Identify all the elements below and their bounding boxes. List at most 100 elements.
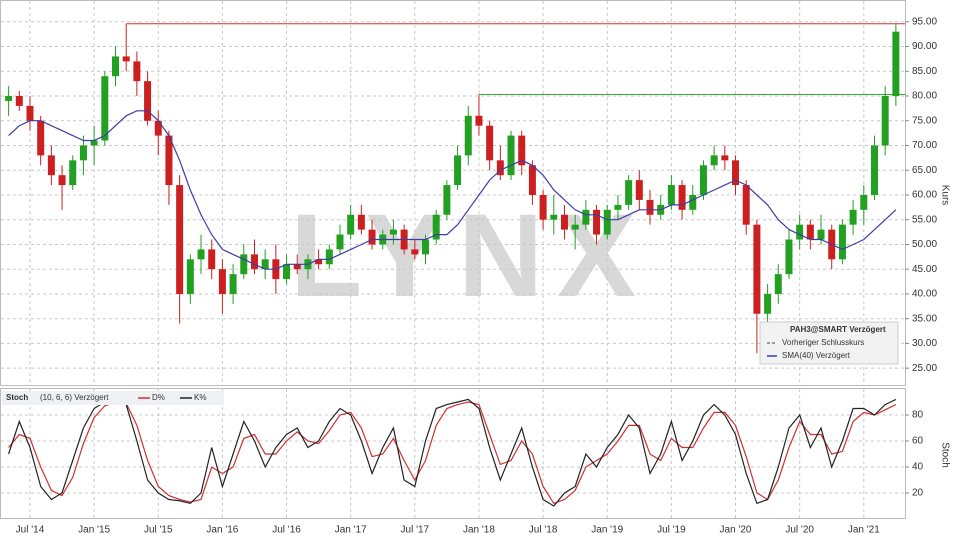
y-tick-label: 40.00 [912,289,937,300]
candle-body [218,269,226,294]
stoch-line [8,398,897,507]
y-tick-label: 20 [912,488,924,499]
candle-body [336,234,344,250]
candle-body [817,229,825,240]
candle-body [229,274,237,294]
stoch-legend: Stoch (10, 6, 6) Verzögert D% K% [2,391,224,405]
y-tick-label: 50.00 [912,239,937,250]
legend-entry: Vorheriger Schlusskurs [782,338,864,347]
candle-body [411,249,419,255]
candle-body [678,185,686,210]
y-tick-label: 60.00 [912,190,937,201]
candle-body [122,56,130,62]
y-tick-label: 60 [912,436,924,447]
candle-body [47,155,55,176]
price-legend: PAH3@SMART Verzögert Vorheriger Schlussk… [759,321,899,365]
candle-body [186,259,194,294]
candle-body [26,105,34,121]
candle-body [464,115,472,156]
candle-body [539,194,547,220]
candle-body [860,194,868,210]
candle-body [593,209,601,235]
legend-box [2,391,224,405]
candle-body [518,135,526,166]
y-tick-label: 35.00 [912,313,937,324]
x-tick-label: Jan '18 [463,525,495,536]
candle-body [347,214,355,235]
stoch-line [8,401,897,505]
y-tick-label: 65.00 [912,165,937,176]
y-tick-label: 80.00 [912,91,937,102]
candle-body [240,254,248,275]
x-tick-label: Jan '15 [78,525,110,536]
x-tick-label: Jul '18 [529,525,558,536]
candle-body [667,185,675,205]
y-tick-label: 90.00 [912,41,937,52]
candle-body [90,140,98,146]
y-tick-label: 75.00 [912,115,937,126]
candle-body [721,155,729,161]
candle-body [625,180,633,205]
candle-body [496,160,504,176]
stoch-panel [0,388,906,519]
legend-box [759,321,899,365]
legend-entry: K% [194,393,206,402]
candle-body [560,214,568,230]
y-tick-label: 25.00 [912,363,937,374]
watermark: LYNX [290,190,650,322]
candle-body [849,209,857,225]
x-tick-label: Jul '15 [144,525,173,536]
legend-subtitle: (10, 6, 6) Verzögert [40,393,109,402]
y-axis-label: Kurs [939,185,950,206]
candle-body [368,229,376,245]
candle-body [571,224,579,230]
y-axis-label: Stoch [939,442,950,468]
x-tick-label: Jan '19 [591,525,623,536]
x-tick-label: Jan '21 [848,525,880,536]
candle-body [796,224,804,240]
x-tick-label: Jan '20 [720,525,752,536]
legend-title: PAH3@SMART Verzögert [790,325,886,334]
candle-body [582,209,590,225]
y-tick-label: 80 [912,410,924,421]
candle-body [443,185,451,215]
candle-body [250,254,258,270]
legend-entry: SMA(40) Verzögert [782,351,851,360]
y-tick-label: 55.00 [912,214,937,225]
candle-body [144,81,152,121]
candle-body [785,239,793,275]
candle-body [261,259,269,270]
candle-body [507,135,515,176]
candle-body [881,96,889,146]
price-panel [0,0,906,386]
x-tick-label: Jul '16 [272,525,301,536]
candle-body [79,145,87,161]
candle-body [646,199,654,215]
x-tick-label: Jul '17 [401,525,430,536]
candle-body [58,175,66,186]
candle-body [357,214,365,230]
candle-body [710,155,718,166]
candle-body [550,214,558,220]
candle-body [15,96,23,106]
candle-body [154,120,162,136]
candle-body [475,115,483,126]
x-tick-label: Jan '16 [206,525,238,536]
candle-body [614,204,622,210]
y-tick-label: 30.00 [912,338,937,349]
candle-body [165,135,173,186]
candle-body [101,76,109,141]
candle-body [806,224,814,240]
candle-body [689,194,697,210]
candle-body [603,209,611,235]
candle-body [838,224,846,260]
candle-body [389,229,397,235]
candle-body [870,145,878,195]
candle-body [486,125,494,161]
candle-body [454,155,462,186]
candle-body [892,31,900,97]
y-tick-label: 85.00 [912,66,937,77]
candle-body [742,185,750,225]
